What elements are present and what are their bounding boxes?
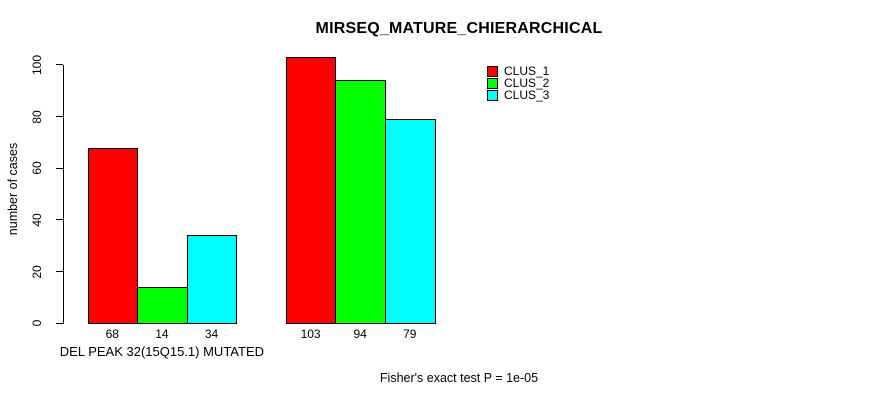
- bar-clus_1-group1: [87, 147, 139, 325]
- legend-label: CLUS_3: [504, 87, 550, 102]
- y-axis-line: [63, 64, 64, 325]
- y-tick-mark: [56, 116, 63, 118]
- y-tick-mark: [56, 271, 63, 273]
- y-tick-mark: [56, 167, 63, 169]
- y-tick-label: 100: [30, 54, 44, 75]
- y-tick-label: 0: [30, 319, 44, 327]
- y-tick-mark: [56, 219, 63, 221]
- bar-value-label: 34: [204, 327, 219, 341]
- x-group-label: DEL PEAK 32(15Q15.1) MUTATED: [59, 344, 264, 359]
- y-tick-mark: [56, 64, 63, 66]
- y-tick-label: 40: [30, 213, 44, 227]
- annotation-text: Fisher's exact test P = 1e-05: [379, 371, 539, 385]
- bar-value-label: 14: [155, 327, 169, 341]
- bar-clus_2-group2: [335, 80, 386, 325]
- bar-clus_3-group1: [186, 235, 238, 325]
- chart-title: MIRSEQ_MATURE_CHIERARCHICAL: [315, 20, 603, 37]
- y-axis-title: number of cases: [6, 142, 20, 236]
- legend-item: CLUS_2: [487, 76, 550, 91]
- bar-value-label: 79: [403, 327, 417, 341]
- legend-swatch: [487, 89, 498, 101]
- legend-label: CLUS_2: [504, 76, 550, 91]
- legend-swatch: [487, 66, 498, 78]
- y-tick-label: 80: [30, 109, 44, 124]
- bar-value-label: 94: [353, 327, 367, 341]
- legend-item: CLUS_1: [487, 64, 550, 79]
- y-tick-label: 20: [30, 264, 44, 279]
- bar-clus_3-group2: [385, 119, 436, 325]
- bar-clus_1-group2: [285, 57, 337, 325]
- bar-clus_2-group1: [137, 287, 188, 325]
- y-tick-mark: [56, 322, 63, 324]
- bar-value-label: 68: [105, 327, 119, 341]
- bar-value-label: 103: [300, 327, 321, 341]
- legend-swatch: [487, 78, 498, 90]
- legend-item: CLUS_3: [487, 89, 549, 101]
- legend-label: CLUS_1: [504, 64, 550, 79]
- y-tick-label: 60: [30, 161, 44, 175]
- legend: CLUS_1 CLUS_2 CLUS_3: [487, 64, 550, 101]
